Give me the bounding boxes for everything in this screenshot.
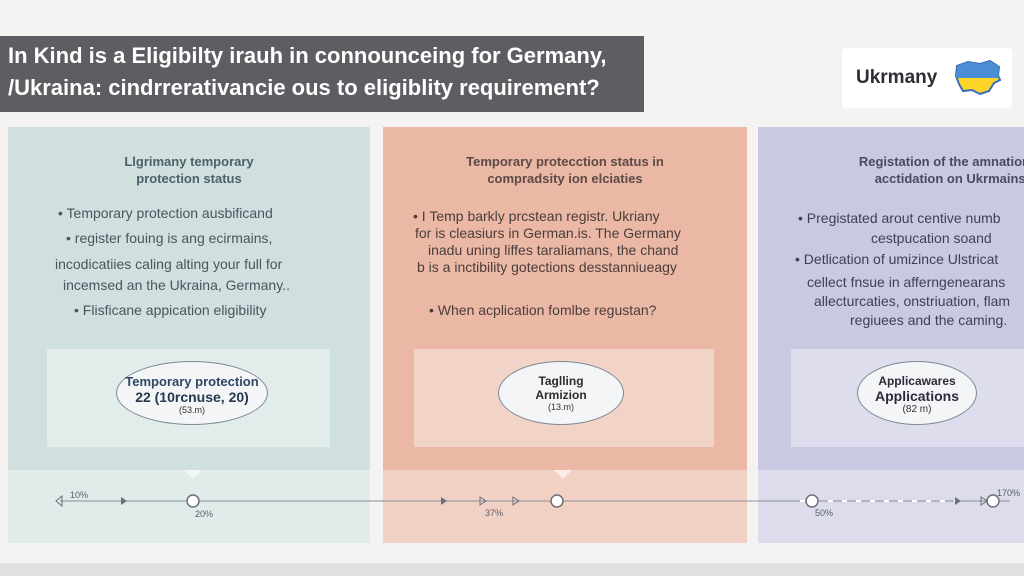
stat-subvalue: (53.m) — [178, 405, 205, 415]
stat-oval[interactable]: Taglling Armizion (13.m) — [498, 361, 624, 425]
panel-heading: Llgrimany temporary protection status — [8, 153, 370, 187]
panel-text-line: allecturcaties, onstriuation, flam — [814, 293, 1011, 309]
timeline-node[interactable] — [186, 494, 200, 508]
stat-oval[interactable]: Applicawares Applications (82 m) — [857, 361, 977, 425]
panel-text-line: • Temporary protection ausbificand — [58, 205, 273, 221]
timeline-track — [55, 494, 1010, 508]
timeline-node[interactable] — [986, 494, 1000, 508]
panel-text-line: • Flisficane appication eligibility — [74, 302, 267, 318]
stat-value: 22 (10rcnuse, 20) — [135, 389, 249, 405]
panel-registration: Registation of the amnation acctidation … — [758, 127, 1024, 543]
panel-heading-line-2: protection status — [136, 171, 242, 186]
panel-text-line: for is cleasiurs in German.is. The Germa… — [415, 225, 681, 241]
panel-text-line: cellect fnsue in afferngenearans — [807, 274, 1006, 290]
timeline-label: 20% — [195, 509, 214, 519]
footer-strip — [0, 563, 1024, 576]
panel-text-line: incodicatiies caling alting your full fo… — [55, 256, 283, 272]
page-title-line-1: In Kind is a Eligibilty irauh in connoun… — [8, 43, 607, 68]
panel-text-line: • Pregistated arout centive numb — [798, 210, 1001, 226]
timeline-arrow-icon — [479, 496, 487, 506]
panel-footer-band — [383, 470, 747, 543]
panel-heading-line-1: Llgrimany temporary — [124, 154, 254, 169]
panel-text-line: inadu uning liffes taraliamans, the chan… — [428, 242, 679, 258]
panel-protection-status: Temporary protecction status in comprads… — [383, 127, 747, 543]
panel-footer-band — [8, 470, 370, 543]
ukraine-map-flag-icon — [954, 59, 1002, 96]
panel-text-line: b is a inctibility gotections desstanniu… — [417, 259, 677, 275]
stat-label: Temporary protection — [125, 374, 259, 389]
panel-heading-line-2: compradsity ion elciaties — [487, 171, 643, 186]
stat-subvalue: (82 m) — [902, 404, 932, 415]
panel-heading-line-1: Registation of the amnation — [858, 154, 1024, 169]
stat-oval[interactable]: Temporary protection 22 (10rcnuse, 20) (… — [116, 361, 268, 425]
panel-text-line: • register fouing is ang ecirmains, — [66, 230, 273, 246]
page-title-banner: In Kind is a Eligibilty irauh in connoun… — [0, 36, 644, 112]
panel-heading: Temporary protecction status in comprads… — [383, 153, 747, 187]
stat-label: Applicawares — [878, 374, 956, 388]
timeline-arrow-icon — [512, 496, 520, 506]
timeline-label: 170% — [997, 488, 1021, 498]
timeline-label: 37% — [485, 508, 504, 518]
timeline-arrow-icon — [980, 496, 988, 506]
pointer-arrow — [554, 470, 572, 479]
panel-heading-line-2: acctidation on Ukrmains: — [874, 171, 1024, 186]
panel-text-line: incemsed an the Ukraina, Germany.. — [63, 277, 290, 293]
progress-timeline: 10% 20% 37% 50% 170% — [0, 485, 1024, 525]
stat-value: Armizion — [535, 388, 587, 402]
timeline-arrow-icon — [441, 497, 447, 505]
stat-label: Taglling — [538, 374, 584, 388]
panel-text-line: cestpucation soand — [871, 230, 992, 246]
timeline-arrow-icon — [955, 497, 961, 505]
panel-heading: Registation of the amnation acctidation … — [758, 153, 1024, 187]
pointer-arrow — [184, 470, 202, 479]
timeline-arrow-icon — [55, 494, 63, 508]
panel-temporary-protection: Llgrimany temporary protection status • … — [8, 127, 370, 543]
panel-footer-band — [758, 470, 1024, 543]
panel-text-line: regiuees and the caming. — [850, 312, 1008, 328]
panel-text-line: • When acplication fomlbe regustan? — [429, 302, 657, 318]
brand-logo: Ukrmany — [842, 48, 1012, 108]
brand-label: Ukrmany — [856, 67, 938, 88]
timeline-label: 10% — [70, 490, 89, 500]
stat-subvalue: (13.m) — [547, 402, 574, 412]
page-title-line-2: /Ukraina: cindrrerativancie ous to eligi… — [8, 75, 600, 100]
stat-value: Applications — [874, 388, 959, 404]
timeline-label: 50% — [815, 508, 834, 518]
timeline-node[interactable] — [550, 494, 564, 508]
panel-heading-line-1: Temporary protecction status in — [466, 154, 664, 169]
timeline-node[interactable] — [805, 494, 819, 508]
panel-text-line: • I Temp barkly prcstean registr. Ukrian… — [413, 208, 660, 224]
panel-text-line: • Detlication of umizince Ulstricat — [795, 251, 999, 267]
timeline-arrow-icon — [121, 497, 127, 505]
